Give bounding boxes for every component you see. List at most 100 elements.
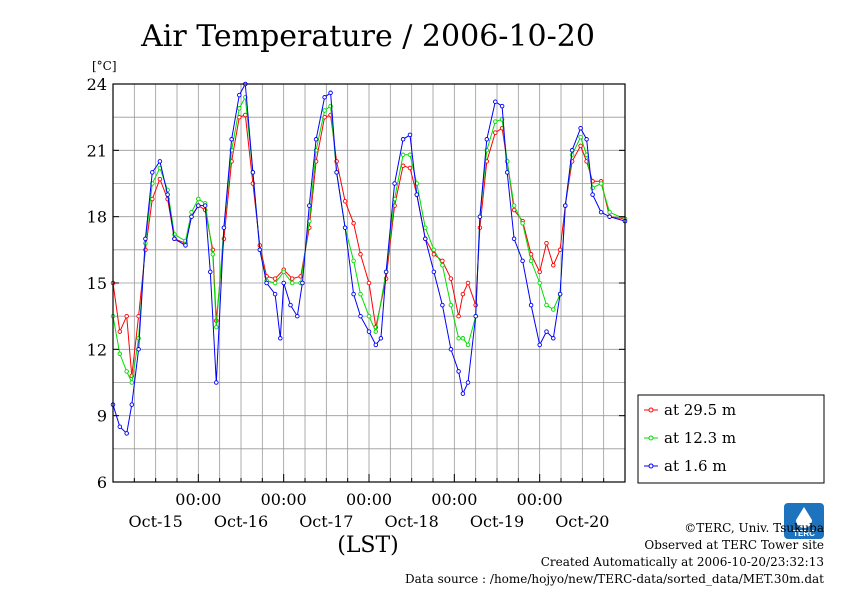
- data-point: [214, 380, 219, 385]
- data-point: [196, 196, 201, 202]
- data-point: [157, 176, 163, 182]
- data-point: [300, 280, 305, 286]
- data-point: [440, 302, 445, 308]
- data-point: [423, 225, 428, 230]
- data-point: [528, 258, 534, 264]
- data-point: [358, 313, 363, 319]
- footer-credit: ©TERC, Univ. Tsukuba: [684, 521, 824, 535]
- x-date-label: Oct-18: [385, 512, 439, 531]
- x-tick-labels: 00:00 00:00 00:00 00:00 00:00 Oct-15 Oct-16 Oct…: [129, 490, 610, 531]
- y-tick-label: 15: [87, 274, 107, 293]
- data-point: [578, 125, 583, 131]
- data-point: [358, 291, 363, 297]
- data-point: [272, 291, 278, 297]
- data-point: [208, 269, 213, 275]
- data-point: [407, 165, 413, 171]
- data-point: [342, 198, 348, 204]
- data-point: [456, 313, 461, 319]
- data-point: [124, 313, 129, 319]
- data-point: [551, 307, 556, 312]
- y-tick-label: 12: [87, 340, 107, 359]
- data-point: [278, 336, 283, 341]
- data-point: [295, 313, 300, 319]
- data-point: [307, 203, 312, 208]
- data-point: [598, 181, 604, 186]
- data-point: [196, 203, 201, 208]
- data-point: [117, 424, 123, 429]
- data-point: [493, 130, 498, 135]
- x-time-label: 00:00: [517, 490, 563, 509]
- data-point: [537, 280, 542, 286]
- data-point: [129, 380, 135, 385]
- data-point: [373, 342, 379, 348]
- data-point: [551, 336, 556, 341]
- data-point: [400, 137, 406, 142]
- data-point: [431, 269, 437, 275]
- data-point: [537, 342, 542, 348]
- grid-lines: [113, 84, 625, 482]
- data-point: [378, 336, 384, 341]
- data-point: [528, 302, 534, 308]
- data-point: [392, 181, 397, 186]
- legend-label: at 12.3 m: [664, 429, 736, 447]
- data-point: [373, 329, 379, 334]
- y-tick-label: 6: [97, 473, 107, 492]
- y-tick-label: 18: [87, 208, 107, 227]
- data-point: [578, 134, 583, 140]
- data-point: [358, 252, 363, 257]
- data-point: [383, 269, 389, 275]
- x-date-label: Oct-20: [555, 512, 609, 531]
- x-axis-label: (LST): [337, 533, 399, 558]
- chart-title: Air Temperature / 2006-10-20: [140, 19, 595, 54]
- data-point: [456, 369, 461, 374]
- y-tick-label: 21: [87, 141, 107, 160]
- data-point: [117, 329, 123, 334]
- data-point: [189, 214, 194, 219]
- legend-box: [637, 394, 825, 484]
- data-point: [440, 263, 445, 268]
- data-point: [448, 302, 454, 308]
- data-point: [221, 225, 227, 230]
- data-point: [136, 347, 141, 352]
- data-point: [563, 203, 568, 208]
- data-point: [431, 247, 437, 253]
- x-date-label: Oct-17: [299, 512, 353, 531]
- data-point: [400, 152, 406, 158]
- data-point: [172, 236, 177, 242]
- data-point: [210, 252, 216, 257]
- data-point: [456, 336, 461, 341]
- data-point: [351, 291, 356, 297]
- data-point: [493, 119, 498, 124]
- y-axis-unit-label: [°C]: [92, 59, 117, 73]
- data-point: [129, 402, 135, 407]
- data-point: [272, 276, 278, 281]
- data-point: [288, 302, 293, 308]
- data-point: [237, 92, 242, 98]
- data-point: [477, 214, 483, 219]
- data-point: [143, 236, 148, 242]
- x-date-label: Oct-16: [214, 512, 268, 531]
- y-tick-labels: 6 9 12 15 18 21 24: [87, 75, 107, 492]
- data-point: [465, 342, 471, 348]
- data-point: [281, 280, 286, 286]
- series-lines: [110, 81, 628, 436]
- data-point: [460, 391, 466, 396]
- data-point: [511, 203, 517, 208]
- data-point: [484, 137, 490, 142]
- data-point: [328, 90, 333, 96]
- data-point: [334, 170, 339, 175]
- legend-label: at 29.5 m: [664, 401, 736, 419]
- data-point: [257, 247, 263, 253]
- data-point: [366, 329, 372, 334]
- series-2: [110, 81, 628, 436]
- data-point: [272, 280, 278, 286]
- x-time-label: 00:00: [346, 490, 392, 509]
- data-point: [229, 137, 234, 142]
- data-point: [289, 280, 295, 286]
- data-point: [544, 240, 549, 246]
- data-point: [440, 258, 445, 264]
- y-tick-label: 24: [87, 75, 107, 94]
- legend-swatch-marker: [648, 407, 654, 413]
- data-point: [431, 252, 437, 257]
